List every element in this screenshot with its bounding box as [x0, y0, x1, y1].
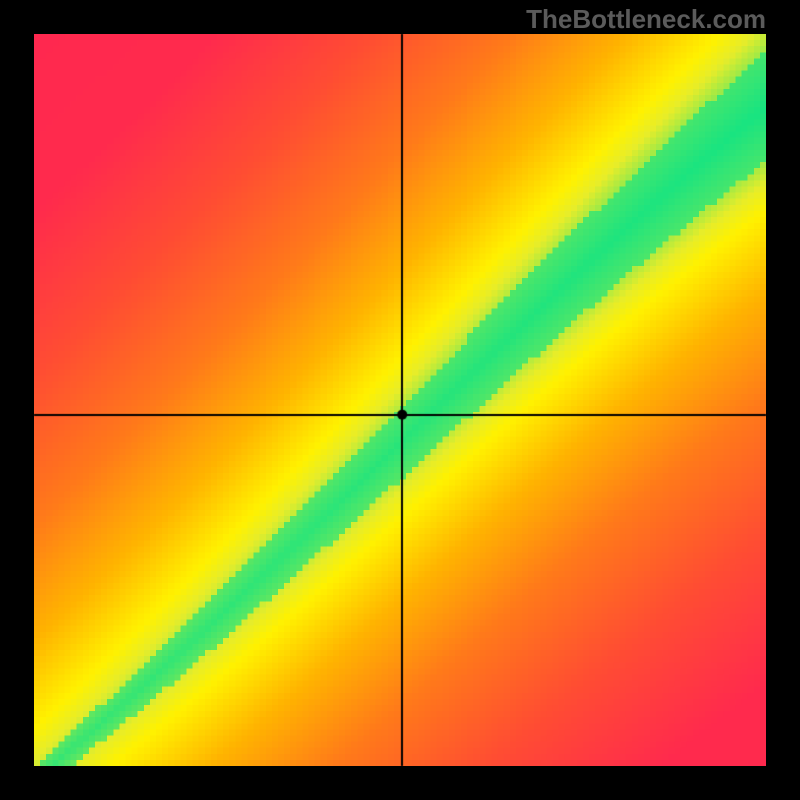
watermark-text: TheBottleneck.com: [526, 4, 766, 35]
bottleneck-heatmap: [34, 34, 766, 766]
chart-container: TheBottleneck.com: [0, 0, 800, 800]
